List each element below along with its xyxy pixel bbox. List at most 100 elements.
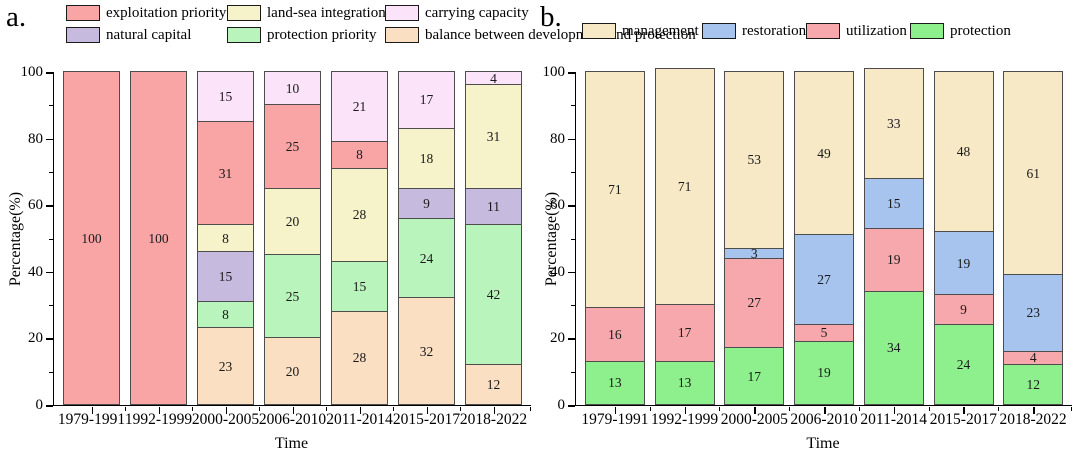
legend-label: carrying capacity — [425, 5, 529, 21]
bar-segment — [654, 360, 715, 405]
y-minor-tick-mark — [48, 238, 53, 240]
bar-value-label: 27 — [747, 295, 762, 311]
bar-value-label: 53 — [747, 152, 762, 168]
legend-item: land-sea integration — [227, 5, 386, 21]
y-minor-tick-mark — [570, 305, 575, 307]
bar-segment — [794, 340, 854, 405]
y-tick-label: 0 — [35, 397, 44, 413]
x-minor-tick-mark — [1071, 406, 1072, 411]
legend-label: land-sea integration — [267, 5, 386, 21]
bar-value-label: 3 — [750, 245, 758, 261]
x-minor-tick-mark — [460, 406, 461, 411]
legend-label: exploitation priority — [106, 5, 227, 21]
bar-value-label: 20 — [285, 363, 300, 379]
bar-segment — [197, 327, 254, 405]
bar-value-label: 28 — [352, 350, 367, 366]
x-minor-tick-mark — [530, 406, 531, 411]
bar-segment — [63, 71, 120, 405]
panel-b-x-axis-title: Time — [806, 435, 840, 452]
y-tick-label: 20 — [28, 330, 43, 347]
bar-segment — [197, 250, 254, 302]
bar-value-label: 17 — [747, 368, 762, 384]
x-major-tick-mark — [91, 406, 93, 414]
bar-segment — [1003, 71, 1064, 276]
bar-value-label: 10 — [285, 80, 300, 96]
legend-item: restoration — [702, 23, 806, 39]
bar-segment — [264, 187, 321, 256]
panel-b: b. management restoration utilization prote… — [540, 0, 1080, 459]
y-major-tick-mark — [45, 138, 53, 141]
bar-value-label: 15 — [218, 268, 233, 284]
bar-value-label: 15 — [886, 195, 901, 211]
legend-item: utilization — [806, 23, 910, 39]
y-major-tick-mark — [45, 72, 53, 74]
bar-value-label: 13 — [608, 375, 622, 391]
bar-segment — [465, 71, 522, 86]
x-tick-label: 2011-2014 — [326, 411, 393, 428]
x-tick-label: 2015-2017 — [392, 411, 461, 428]
bar-value-label: 49 — [817, 145, 831, 161]
bar-value-label: 31 — [486, 128, 501, 144]
legend-label: utilization — [846, 23, 907, 39]
legend-item: protection priority — [227, 27, 385, 43]
bar-segment — [264, 254, 321, 339]
legend-swatch — [385, 27, 419, 43]
bar-value-label: 71 — [608, 182, 622, 198]
x-major-tick-mark — [684, 406, 687, 414]
panel-b-label: b. — [540, 1, 562, 33]
legend-label: restoration — [742, 23, 807, 39]
y-tick-label: 100 — [20, 64, 44, 80]
bar-value-label: 19 — [886, 252, 901, 268]
bar-value-label: 8 — [222, 307, 229, 323]
x-tick-label: 2018-2022 — [999, 411, 1067, 428]
bar-segment — [584, 307, 645, 362]
legend-swatch — [385, 5, 419, 21]
x-major-tick-mark — [493, 406, 495, 414]
y-minor-tick-mark — [570, 171, 575, 173]
bar-segment — [331, 260, 388, 312]
x-tick-label: 2018-2022 — [459, 411, 528, 428]
legend-item: balance between development and protecti… — [385, 27, 696, 43]
bar-value-label: 21 — [352, 99, 367, 114]
x-minor-tick-mark — [649, 406, 651, 411]
bar-segment — [264, 104, 321, 189]
legend-swatch — [910, 23, 944, 39]
y-tick-label: 100 — [542, 64, 566, 80]
bar-segment — [584, 360, 645, 405]
bar-segment — [794, 71, 854, 236]
panel-a-label: a. — [6, 1, 27, 33]
bar-value-label: 8 — [222, 230, 229, 246]
legend-item: protection — [910, 23, 1011, 39]
x-major-tick-mark — [158, 406, 160, 414]
bar-value-label: 8 — [356, 147, 363, 163]
bar-segment — [398, 71, 455, 129]
y-major-tick-mark — [567, 405, 575, 407]
bar-value-label: 25 — [285, 288, 300, 304]
bar-segment — [264, 71, 321, 106]
bar-segment — [1003, 274, 1064, 352]
x-tick-label: 2011-2014 — [860, 411, 927, 428]
panel-a: a. exploitation priority land-sea integra… — [6, 1, 696, 452]
bar-value-label: 12 — [1026, 377, 1040, 392]
y-minor-tick-mark — [570, 238, 575, 240]
y-major-tick-mark — [567, 338, 575, 340]
bar-value-label: 5 — [820, 325, 828, 341]
panel-a-x-axis-title: Time — [274, 435, 309, 452]
bar-value-label: 17 — [677, 325, 692, 341]
y-minor-tick-mark — [48, 305, 53, 307]
x-minor-tick-mark — [192, 406, 193, 411]
x-minor-tick-mark — [326, 406, 327, 411]
y-tick-label: 20 — [550, 330, 565, 347]
y-major-tick-mark — [567, 205, 575, 207]
y-minor-tick-mark — [570, 105, 575, 107]
bar-value-label: 12 — [486, 377, 501, 392]
y-minor-tick-mark — [570, 371, 575, 373]
bar-value-label: 100 — [81, 230, 102, 246]
x-tick-label: 2000-2005 — [191, 411, 260, 428]
x-major-tick-mark — [893, 406, 896, 414]
bar-segment — [863, 177, 924, 229]
y-tick-label: 40 — [550, 263, 565, 280]
x-tick-label: 1992-1999 — [651, 411, 719, 428]
bar-segment — [197, 121, 254, 226]
bar-value-label: 28 — [352, 207, 367, 223]
